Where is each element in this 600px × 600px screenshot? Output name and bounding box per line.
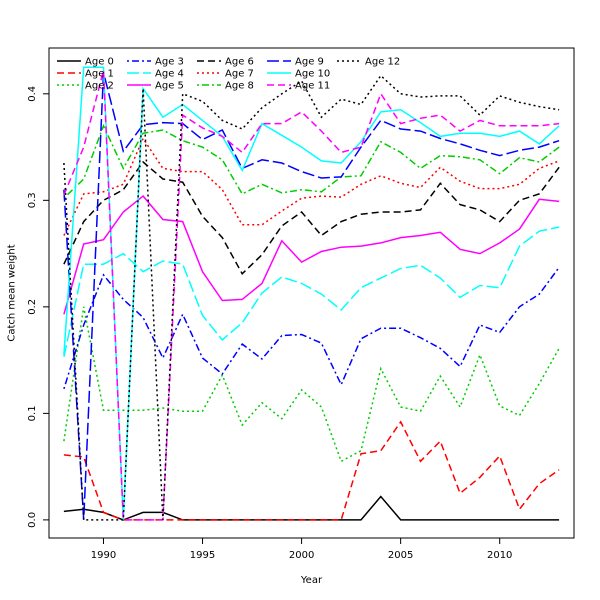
x-tick-label: 2005 — [388, 550, 413, 561]
legend-label: Age 8 — [225, 81, 254, 92]
series-line-age-8 — [63, 123, 560, 199]
legend-label: Age 7 — [225, 69, 254, 80]
series-layer — [63, 66, 560, 521]
legend-label: Age 10 — [295, 69, 330, 80]
legend-label: Age 9 — [295, 57, 324, 68]
y-tick-label: 0.2 — [27, 299, 38, 315]
series-line-age-5 — [63, 195, 560, 315]
series-line-age-11 — [63, 70, 560, 521]
legend-label: Age 11 — [295, 81, 330, 92]
series-line-age-12 — [63, 74, 560, 521]
y-tick-label: 0.3 — [27, 192, 38, 208]
legend-label: Age 3 — [155, 57, 184, 68]
x-tick-label: 2010 — [487, 550, 512, 561]
series-line-age-2 — [63, 306, 560, 463]
legend-label: Age 0 — [85, 57, 114, 68]
y-tick-label: 0.1 — [27, 405, 38, 421]
series-line-age-4 — [63, 226, 560, 358]
x-axis: 1990 1995 2000 2005 2010 — [91, 538, 512, 561]
legend-label: Age 5 — [155, 81, 184, 92]
y-axis-label: Catch mean weight — [7, 244, 18, 341]
legend-label: Age 4 — [155, 69, 184, 80]
legend-label: Age 12 — [365, 57, 400, 68]
series-line-age-1 — [63, 420, 560, 521]
series-line-age-3 — [63, 266, 560, 390]
y-tick-label: 0.4 — [27, 86, 38, 102]
x-tick-label: 2000 — [289, 550, 314, 561]
legend-label: Age 1 — [85, 69, 114, 80]
series-line-age-9 — [63, 72, 560, 520]
x-tick-label: 1990 — [91, 550, 116, 561]
x-tick-label: 1995 — [190, 550, 215, 561]
legend-label: Age 6 — [225, 57, 254, 68]
y-tick-label: 0.0 — [27, 512, 38, 528]
plot-frame — [48, 47, 575, 539]
legend-label: Age 2 — [85, 81, 114, 92]
x-axis-label: Year — [300, 575, 323, 586]
series-line-age-0 — [63, 495, 560, 521]
y-axis: 0.0 0.1 0.2 0.3 0.4 — [27, 86, 49, 528]
series-line-age-10 — [63, 66, 560, 520]
